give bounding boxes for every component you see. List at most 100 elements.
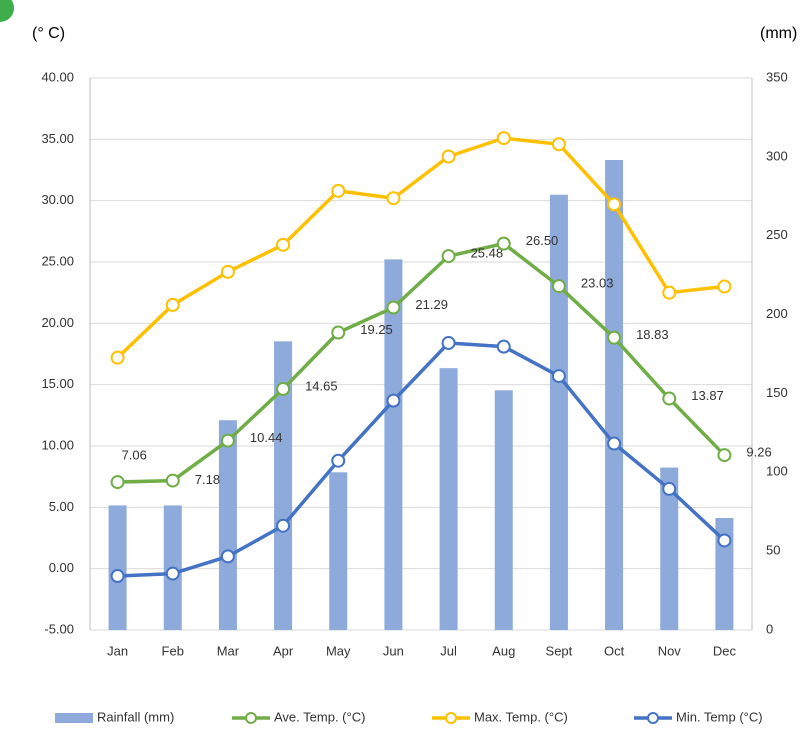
y-tick-label: 0.00: [49, 560, 74, 575]
y2-tick-label: 300: [766, 148, 788, 163]
point: [441, 249, 456, 264]
bar: [715, 518, 734, 630]
data-label: 7.06: [122, 448, 147, 463]
point: [496, 339, 511, 354]
line: [117, 341, 726, 578]
data-label: 10.44: [250, 430, 283, 445]
point: [220, 549, 235, 564]
point: [331, 453, 346, 468]
data-label: 23.03: [581, 276, 614, 291]
y2-tick-label: 100: [766, 464, 788, 479]
x-tick-label: Oct: [604, 643, 625, 658]
x-tick-label: Nov: [658, 643, 682, 658]
data-label: 7.18: [195, 472, 220, 487]
point: [551, 369, 566, 384]
point: [220, 433, 235, 448]
point: [441, 149, 456, 164]
bar: [494, 390, 513, 630]
y-tick-label: 35.00: [41, 131, 74, 146]
point: [551, 137, 566, 152]
x-tick-label: Apr: [273, 643, 294, 658]
point: [165, 473, 180, 488]
bar: [329, 472, 348, 630]
legend-label: Min. Temp (°C): [676, 709, 763, 724]
point: [110, 350, 125, 365]
point: [110, 569, 125, 584]
data-label: 19.25: [360, 322, 393, 337]
point: [607, 330, 622, 345]
point: [717, 279, 732, 294]
point: [276, 237, 291, 252]
y-axis-title: (° C): [32, 25, 65, 42]
point: [496, 236, 511, 251]
x-tick-label: Feb: [162, 643, 184, 658]
y2-tick-label: 350: [766, 69, 788, 84]
point: [386, 191, 401, 206]
point: [331, 183, 346, 198]
point: [607, 197, 622, 212]
bar: [660, 467, 679, 630]
point: [717, 533, 732, 548]
data-label: 25.48: [471, 246, 504, 261]
legend-swatch: [245, 712, 257, 724]
bar: [274, 341, 293, 630]
y-tick-label: 5.00: [49, 499, 74, 514]
y-tick-label: 30.00: [41, 192, 74, 207]
x-tick-label: May: [326, 643, 351, 658]
data-label: 9.26: [746, 445, 771, 460]
legend-label: Max. Temp. (°C): [474, 709, 568, 724]
data-label: 26.50: [526, 233, 559, 248]
point: [607, 436, 622, 451]
y-tick-label: -5.00: [44, 621, 74, 636]
point: [441, 335, 456, 350]
y-tick-label: 15.00: [41, 376, 74, 391]
point: [276, 518, 291, 533]
x-tick-label: Dec: [713, 643, 737, 658]
x-tick-label: Aug: [492, 643, 515, 658]
y-tick-label: 25.00: [41, 253, 74, 268]
y2-tick-label: 50: [766, 543, 780, 558]
point: [717, 448, 732, 463]
y2-tick-label: 150: [766, 385, 788, 400]
point: [165, 566, 180, 581]
point: [220, 264, 235, 279]
data-label: 14.65: [305, 378, 338, 393]
legend-swatch: [55, 713, 93, 723]
bar: [549, 194, 568, 631]
x-tick-label: Jul: [440, 643, 457, 658]
legend-label: Rainfall (mm): [97, 709, 174, 724]
point: [386, 300, 401, 315]
y2-tick-label: 0: [766, 621, 773, 636]
point: [551, 279, 566, 294]
point: [110, 475, 125, 490]
data-label: 21.29: [415, 297, 448, 312]
point: [276, 381, 291, 396]
y2-tick-label: 250: [766, 227, 788, 242]
y-tick-label: 10.00: [41, 437, 74, 452]
point: [662, 391, 677, 406]
y2-axis-title: (mm): [760, 25, 797, 42]
bar: [384, 259, 403, 630]
x-tick-label: Jun: [383, 643, 404, 658]
y-tick-label: 40.00: [41, 69, 74, 84]
x-tick-label: Sept: [546, 643, 573, 658]
bar: [218, 420, 237, 630]
bar: [605, 160, 624, 631]
bar: [108, 505, 127, 630]
point: [386, 393, 401, 408]
point: [165, 297, 180, 312]
point: [662, 481, 677, 496]
point: [496, 131, 511, 146]
line: [116, 136, 725, 359]
line: [117, 241, 726, 484]
y-tick-label: 20.00: [41, 315, 74, 330]
legend-label: Ave. Temp. (°C): [274, 709, 365, 724]
y2-tick-label: 200: [766, 306, 788, 321]
x-tick-label: Jan: [107, 643, 128, 658]
data-label: 18.83: [636, 327, 669, 342]
data-label: 13.87: [691, 388, 724, 403]
point: [662, 285, 677, 300]
legend-swatch: [445, 712, 457, 724]
point: [331, 325, 346, 340]
